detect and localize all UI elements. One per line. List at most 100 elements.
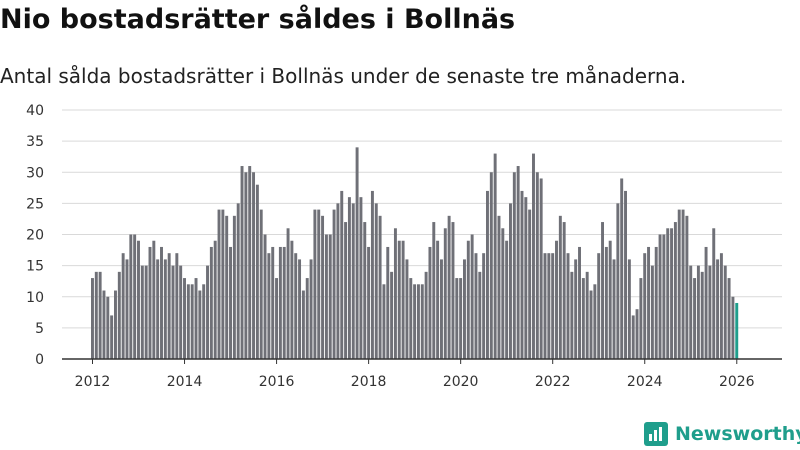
bar	[543, 253, 547, 359]
bar	[175, 253, 179, 359]
bar	[121, 253, 125, 359]
bar	[547, 253, 551, 359]
bar	[393, 228, 397, 359]
bar	[110, 315, 114, 359]
bar	[528, 209, 532, 359]
bar	[301, 290, 305, 359]
bar	[129, 234, 133, 359]
bar	[439, 259, 443, 359]
newsworthy-logo-icon	[644, 422, 668, 446]
bar	[520, 190, 524, 359]
bar	[255, 184, 259, 359]
y-tick-label: 30	[26, 165, 44, 181]
bar	[459, 278, 463, 359]
bar	[413, 284, 417, 359]
bar	[133, 234, 137, 359]
bar	[390, 271, 394, 359]
bar	[466, 240, 470, 359]
bar	[114, 290, 117, 359]
bar	[305, 278, 309, 359]
bar	[428, 246, 432, 359]
bar	[324, 234, 328, 359]
bar	[677, 209, 681, 359]
bar	[202, 284, 206, 359]
bar	[681, 209, 685, 359]
bar	[627, 259, 631, 359]
bar	[156, 259, 160, 359]
bar	[581, 278, 585, 359]
bar	[275, 278, 279, 359]
bar	[117, 271, 121, 359]
bar	[171, 265, 175, 360]
y-tick-label: 0	[35, 352, 44, 368]
brand: Newsworthy	[644, 419, 800, 449]
y-tick-label: 25	[26, 196, 44, 212]
bar	[190, 284, 194, 359]
bar	[574, 259, 578, 359]
bar	[221, 209, 225, 359]
bar	[654, 246, 658, 359]
bar	[286, 228, 290, 359]
bar	[716, 259, 720, 359]
bar	[401, 240, 405, 359]
bar	[152, 240, 156, 359]
bar	[347, 197, 351, 359]
bar	[555, 240, 558, 359]
bar	[160, 246, 163, 359]
bar	[585, 271, 589, 359]
bar	[551, 253, 555, 359]
bar	[436, 240, 440, 359]
bar	[186, 284, 190, 359]
bar	[206, 265, 209, 360]
bar	[608, 240, 612, 359]
bar	[497, 215, 501, 359]
bar	[229, 246, 232, 359]
bar	[179, 265, 183, 360]
bar	[463, 259, 466, 359]
bar	[482, 253, 486, 359]
bar	[294, 253, 298, 359]
chart-title: Nio bostadsrätter såldes i Bollnäs	[0, 4, 516, 35]
bar	[601, 222, 604, 359]
bar	[167, 253, 171, 359]
bar	[198, 290, 202, 359]
x-tick-label: 2024	[627, 374, 663, 390]
bar	[370, 190, 374, 359]
bar	[309, 259, 313, 359]
bar	[512, 172, 516, 359]
y-tick-label: 20	[26, 228, 44, 244]
bar	[91, 278, 94, 359]
bar	[704, 246, 708, 359]
bar	[374, 203, 378, 360]
bar	[298, 259, 302, 359]
bar	[328, 234, 332, 359]
bar	[140, 265, 144, 360]
bar	[578, 246, 581, 359]
bar	[397, 240, 401, 359]
bar	[382, 284, 386, 359]
bar	[689, 265, 693, 360]
y-tick-label: 40	[26, 103, 44, 119]
bar	[631, 315, 635, 359]
x-tick-label: 2012	[75, 374, 111, 390]
x-tick-label: 2016	[259, 374, 295, 390]
bar	[516, 166, 520, 359]
bar	[708, 265, 712, 360]
bar	[700, 271, 704, 359]
bar	[524, 197, 528, 359]
bar	[144, 265, 148, 360]
bar	[447, 215, 451, 359]
bar	[290, 240, 294, 359]
bar	[378, 215, 382, 359]
x-tick-label: 2020	[443, 374, 479, 390]
bar	[351, 203, 355, 360]
bar	[367, 246, 371, 359]
bar	[501, 228, 505, 359]
x-tick-label: 2014	[167, 374, 203, 390]
bar	[148, 246, 152, 359]
bar	[409, 278, 413, 359]
bar	[102, 290, 106, 359]
bar	[317, 209, 321, 359]
bar	[443, 228, 447, 359]
bar	[271, 246, 275, 359]
